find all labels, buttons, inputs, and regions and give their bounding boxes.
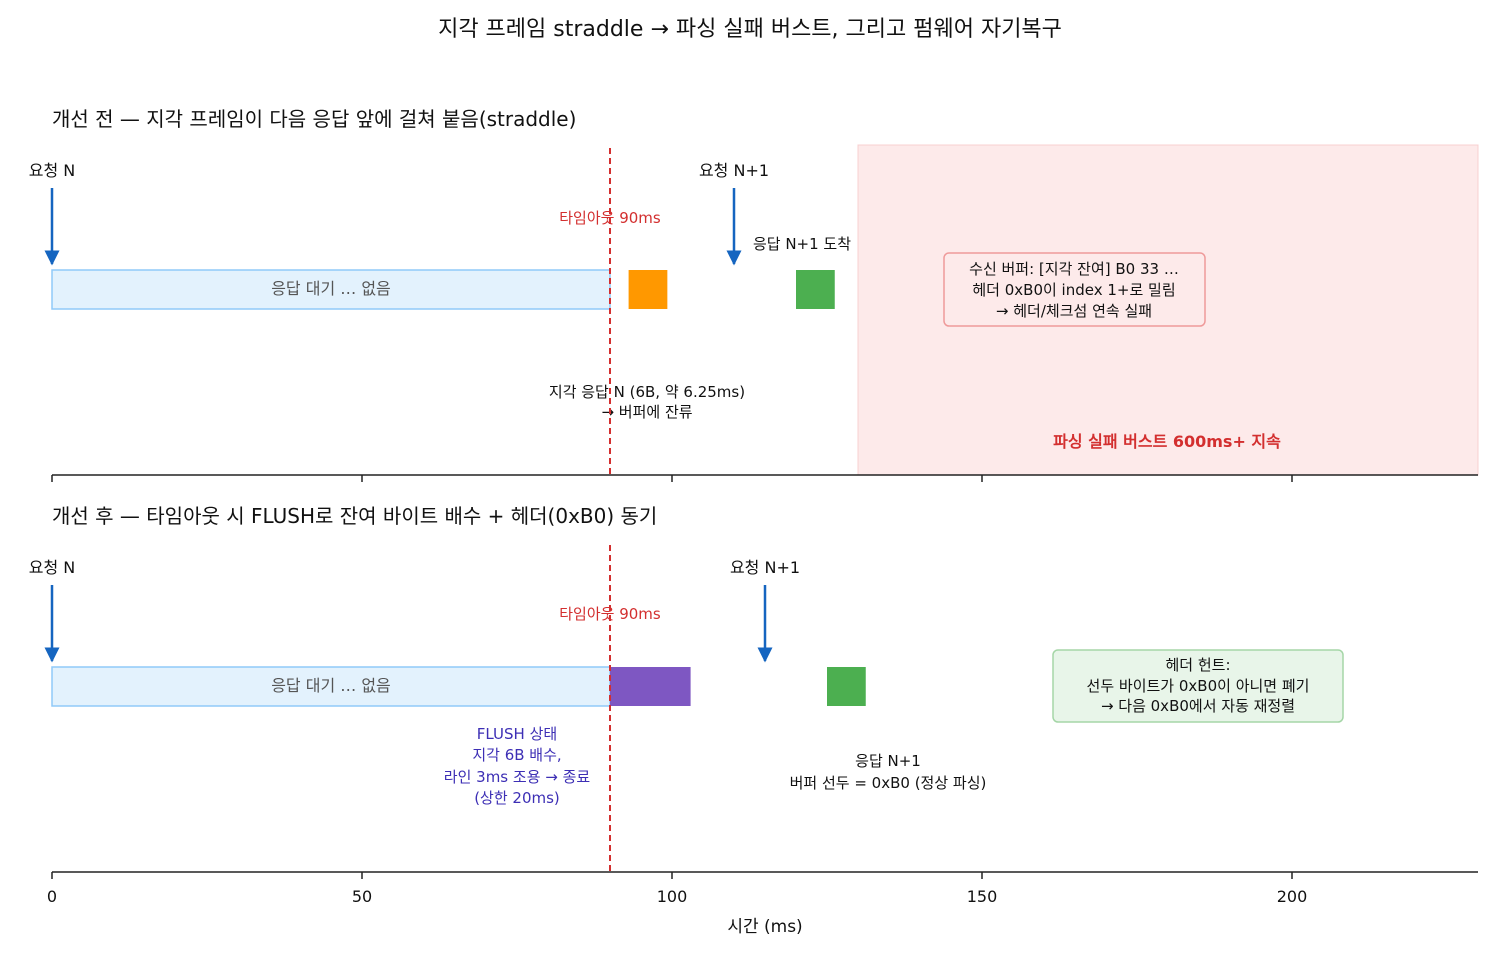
before-axis-ticks: [51, 475, 1293, 482]
response-arrival-label: 응답 N+1 도착: [753, 235, 851, 253]
before-request-n-label: 요청 N: [29, 161, 76, 180]
flush-label-line2: 지각 6B 배수,: [472, 746, 561, 764]
flush-state-block: [610, 667, 691, 706]
late-frame-block: [628, 270, 668, 309]
before-wait-label: 응답 대기 … 없음: [271, 279, 391, 298]
before-request-n1-label: 요청 N+1: [699, 161, 769, 180]
after-wait-label: 응답 대기 … 없음: [271, 676, 391, 695]
after-response-label-line2: 버퍼 선두 = 0xB0 (정상 파싱): [790, 774, 987, 792]
buffer-state-box: [943, 252, 1206, 327]
after-panel-title: 개선 후 — 타임아웃 시 FLUSH로 잔여 바이트 배수 + 헤더(0xB0…: [52, 504, 657, 528]
buffer-state-line2: 헤더 0xB0이 index 1+로 밀림: [972, 281, 1175, 299]
flush-label-line3: 라인 3ms 조용 → 종료: [444, 768, 591, 786]
flush-label-line4: (상한 20ms): [474, 789, 560, 807]
chart-title: 지각 프레임 straddle → 파싱 실패 버스트, 그리고 펌웨어 자기복…: [438, 17, 1062, 42]
after-response-block: [827, 667, 866, 706]
after-timeout-label: 타임아웃 90ms: [559, 605, 661, 623]
flush-label-line1: FLUSH 상태: [477, 725, 557, 743]
after-response-label-line1: 응답 N+1: [855, 752, 921, 770]
before-response-block: [796, 270, 835, 309]
after-request-n1-label: 요청 N+1: [730, 558, 800, 577]
x-tick-label: 50: [352, 887, 372, 906]
buffer-state-line3: → 헤더/체크섬 연속 실패: [996, 302, 1152, 320]
x-tick-label: 200: [1277, 887, 1308, 906]
before-wait-bar: [51, 269, 611, 310]
x-axis-label: 시간 (ms): [727, 917, 802, 937]
late-response-label-line1: 지각 응답 N (6B, 약 6.25ms): [549, 383, 745, 401]
header-hunt-line1: 헤더 헌트:: [1165, 656, 1230, 674]
x-tick-label: 0: [47, 887, 57, 906]
x-tick-label: 100: [657, 887, 688, 906]
before-panel-title: 개선 전 — 지각 프레임이 다음 응답 앞에 걸쳐 붙음(straddle): [52, 107, 576, 131]
header-hunt-box: [1052, 649, 1344, 723]
x-tick-label: 150: [967, 887, 998, 906]
header-hunt-line2: 선두 바이트가 0xB0이 아니면 폐기: [1087, 677, 1310, 695]
after-wait-bar: [51, 666, 611, 707]
late-response-label-line2: → 버퍼에 잔류: [601, 403, 692, 421]
after-request-n-label: 요청 N: [29, 558, 76, 577]
header-hunt-line3: → 다음 0xB0에서 자동 재정렬: [1101, 697, 1295, 715]
buffer-state-line1: 수신 버퍼: [지각 잔여] B0 33 …: [969, 260, 1179, 278]
burst-duration-label: 파싱 실패 버스트 600ms+ 지속: [1053, 432, 1281, 451]
after-axis-ticks: 0 50 100 150 200: [47, 872, 1307, 906]
